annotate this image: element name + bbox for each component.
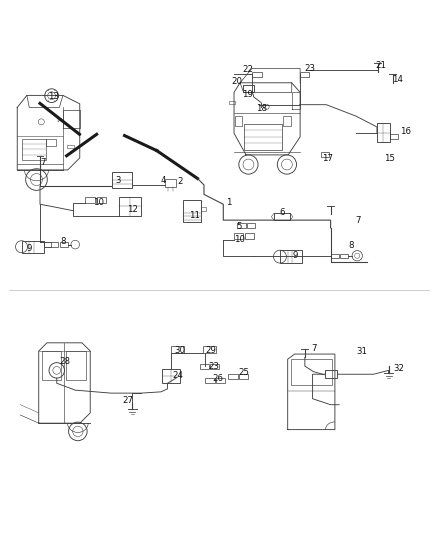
- Text: 12: 12: [127, 205, 138, 214]
- Bar: [237, 223, 246, 228]
- Text: 7: 7: [311, 344, 317, 353]
- Bar: [22, 139, 46, 160]
- Bar: [200, 364, 209, 369]
- Bar: [162, 369, 180, 383]
- Bar: [239, 374, 248, 379]
- Bar: [215, 378, 225, 383]
- Text: 18: 18: [256, 104, 268, 113]
- Text: 23: 23: [208, 361, 219, 370]
- Bar: [60, 243, 68, 247]
- Text: 5: 5: [237, 222, 242, 231]
- Text: 4: 4: [160, 176, 166, 185]
- Bar: [274, 213, 290, 220]
- Text: 11: 11: [189, 212, 200, 220]
- Bar: [235, 116, 243, 126]
- Text: 23: 23: [304, 63, 315, 72]
- Text: 15: 15: [384, 154, 396, 163]
- Bar: [390, 134, 398, 139]
- Bar: [21, 241, 44, 253]
- Text: 6: 6: [280, 208, 285, 217]
- Text: 3: 3: [115, 176, 121, 185]
- Text: 29: 29: [206, 346, 217, 354]
- Bar: [183, 199, 201, 222]
- Text: 9: 9: [293, 251, 298, 260]
- Text: 10: 10: [234, 236, 245, 245]
- Bar: [340, 254, 348, 258]
- Bar: [66, 351, 86, 380]
- Text: 31: 31: [356, 347, 367, 356]
- Text: 27: 27: [123, 396, 134, 405]
- Bar: [166, 180, 176, 187]
- Bar: [120, 197, 141, 216]
- Bar: [229, 101, 235, 104]
- Bar: [205, 378, 215, 383]
- Bar: [67, 144, 74, 148]
- Bar: [51, 243, 58, 247]
- Text: 30: 30: [174, 346, 185, 354]
- Text: 14: 14: [392, 75, 403, 84]
- Text: 16: 16: [400, 127, 411, 136]
- Text: 32: 32: [393, 364, 404, 373]
- Text: 19: 19: [242, 90, 253, 99]
- Text: 21: 21: [376, 61, 387, 70]
- Bar: [97, 197, 106, 203]
- Bar: [245, 232, 254, 239]
- Text: 17: 17: [321, 154, 333, 163]
- Text: 10: 10: [93, 198, 104, 207]
- Bar: [209, 364, 219, 369]
- Bar: [46, 139, 56, 146]
- Bar: [42, 351, 61, 380]
- Bar: [280, 250, 302, 263]
- Bar: [300, 71, 309, 77]
- Text: 8: 8: [61, 237, 67, 246]
- Bar: [201, 207, 206, 211]
- Text: 24: 24: [173, 372, 184, 381]
- Text: 9: 9: [27, 244, 32, 253]
- Text: 1: 1: [226, 198, 231, 207]
- Text: 25: 25: [238, 368, 249, 377]
- Bar: [377, 123, 390, 142]
- Bar: [243, 85, 254, 92]
- Bar: [171, 346, 184, 353]
- Bar: [234, 232, 244, 239]
- Bar: [247, 223, 255, 228]
- Bar: [112, 172, 132, 188]
- Bar: [321, 152, 329, 157]
- Text: 8: 8: [349, 241, 354, 251]
- Bar: [291, 359, 332, 385]
- Text: 7: 7: [40, 158, 46, 167]
- Bar: [252, 71, 262, 77]
- Bar: [332, 254, 339, 258]
- Text: 28: 28: [59, 357, 70, 366]
- Bar: [85, 197, 95, 203]
- Text: 13: 13: [48, 92, 59, 101]
- Bar: [283, 116, 290, 126]
- Text: 7: 7: [356, 216, 361, 224]
- Text: 2: 2: [178, 177, 183, 186]
- Text: 20: 20: [232, 77, 243, 86]
- Bar: [203, 346, 215, 353]
- Text: 22: 22: [243, 66, 254, 75]
- Bar: [325, 370, 337, 378]
- Bar: [229, 374, 238, 379]
- Text: 26: 26: [212, 374, 224, 383]
- Bar: [244, 124, 282, 150]
